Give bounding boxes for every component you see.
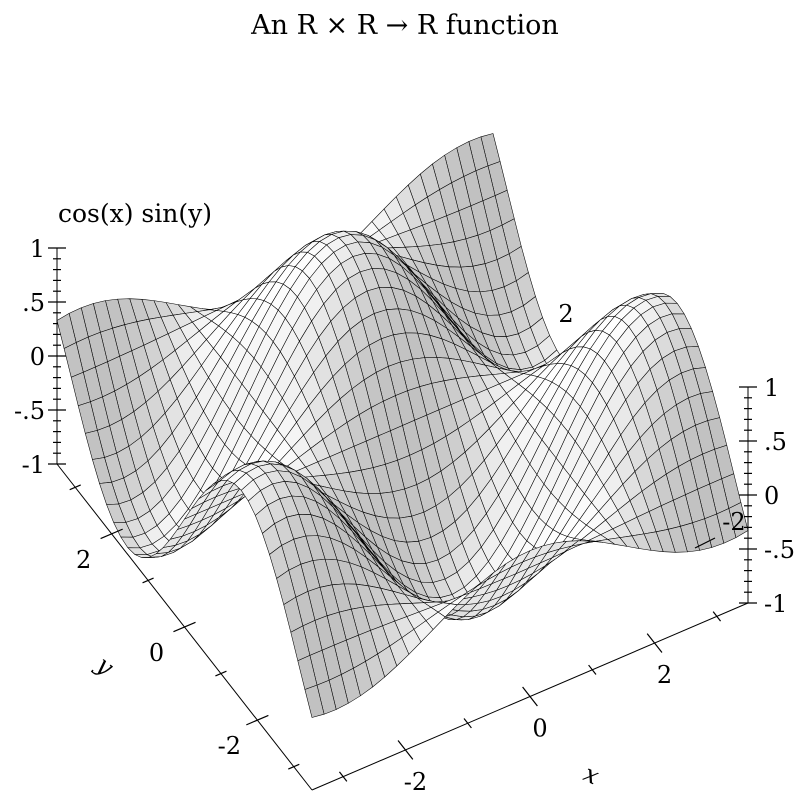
z-left-tick-label: 0 bbox=[30, 343, 45, 371]
z-right-tick-label: 1 bbox=[764, 374, 779, 402]
far-tick bbox=[694, 537, 716, 549]
y-axis-label: y bbox=[90, 650, 119, 681]
z-left-tick-label: 1 bbox=[30, 235, 45, 263]
surface-mesh bbox=[56, 133, 749, 718]
x-axis-label: x bbox=[579, 759, 604, 790]
x-major-tick bbox=[397, 740, 414, 760]
y-tick-label: 2 bbox=[76, 546, 91, 574]
x-minor-tick bbox=[712, 611, 722, 622]
y-tick-label: 0 bbox=[149, 639, 164, 667]
y-minor-tick bbox=[288, 763, 300, 770]
y-major-tick bbox=[173, 621, 196, 633]
x-tick-label: 2 bbox=[657, 661, 672, 689]
x-minor-tick bbox=[588, 664, 597, 675]
y-major-tick bbox=[100, 528, 123, 540]
y-major-tick bbox=[246, 714, 269, 726]
y-far-tick-label: -2 bbox=[722, 508, 745, 536]
x-tick-label: -2 bbox=[404, 768, 427, 796]
x-far-tick-label: 2 bbox=[558, 300, 573, 328]
x-major-tick bbox=[522, 686, 538, 707]
y-tick-label: -2 bbox=[218, 732, 241, 760]
function-label: cos(x) sin(y) bbox=[58, 199, 212, 228]
surface-facet bbox=[304, 684, 325, 718]
z-right-tick-label: -.5 bbox=[764, 536, 795, 564]
z-left-tick-label: -.5 bbox=[14, 397, 45, 425]
chart-title: An R × R → R function bbox=[250, 10, 559, 41]
z-right-tick-label: .5 bbox=[764, 428, 787, 456]
y-minor-tick bbox=[69, 484, 81, 491]
z-left-tick-label: -1 bbox=[22, 451, 45, 479]
z-left-tick-label: .5 bbox=[22, 289, 45, 317]
x-minor-tick bbox=[338, 771, 348, 782]
y-minor-tick bbox=[142, 577, 154, 584]
x-minor-tick bbox=[463, 718, 472, 729]
y-minor-tick bbox=[215, 670, 227, 677]
x-major-tick bbox=[646, 633, 663, 653]
z-right-tick-label: -1 bbox=[764, 590, 787, 618]
back-axes: -1 -.5 0 .5 1 bbox=[14, 235, 66, 479]
x-tick-label: 0 bbox=[532, 715, 547, 743]
z-right-tick-label: 0 bbox=[764, 482, 779, 510]
